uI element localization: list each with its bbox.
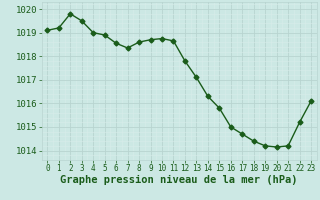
X-axis label: Graphe pression niveau de la mer (hPa): Graphe pression niveau de la mer (hPa) [60,175,298,185]
